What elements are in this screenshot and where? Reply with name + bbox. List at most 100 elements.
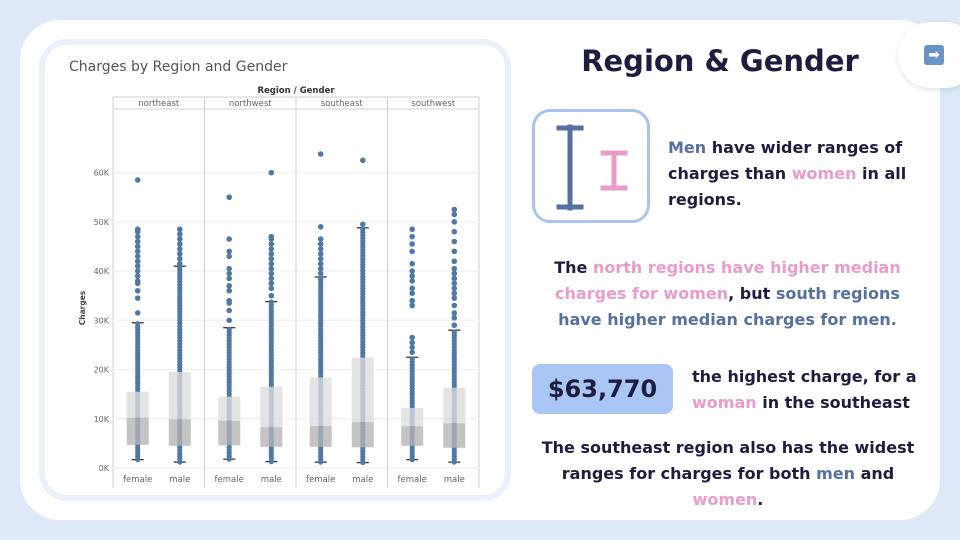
outlier-point xyxy=(226,265,233,272)
outlier-point xyxy=(176,260,183,267)
outlier-point xyxy=(134,295,141,301)
outlier-point xyxy=(176,241,183,247)
outlier-point xyxy=(451,315,458,321)
outlier-point xyxy=(451,302,458,309)
outlier-point xyxy=(226,236,233,242)
outlier-point xyxy=(409,233,416,240)
outlier-point xyxy=(409,302,416,309)
outlier-point xyxy=(134,258,141,265)
outlier-point xyxy=(176,251,183,257)
outlier-point xyxy=(268,251,275,257)
outlier-point xyxy=(317,246,324,252)
outlier-point xyxy=(176,246,183,252)
outlier-point xyxy=(409,273,416,279)
data-point xyxy=(226,326,232,332)
data-point xyxy=(360,226,366,232)
box-lower-half xyxy=(309,426,332,447)
outlier-point xyxy=(451,211,458,218)
outlier-point xyxy=(226,194,233,201)
box-upper-half xyxy=(126,391,149,418)
outlier-point xyxy=(268,260,275,267)
outlier-point xyxy=(134,287,141,294)
text-cursor-icon xyxy=(556,124,628,211)
text-cursor-icon-box xyxy=(532,109,650,223)
outlier-point xyxy=(176,255,183,262)
next-slide-button[interactable]: ➡ xyxy=(898,22,960,88)
box-upper-half xyxy=(260,386,283,428)
outlier-point xyxy=(134,233,141,240)
box-lower-half xyxy=(260,427,283,447)
x-tick-label: male xyxy=(352,475,373,485)
outlier-point xyxy=(317,255,324,262)
outlier-point xyxy=(409,349,416,356)
outlier-point xyxy=(409,297,416,304)
outlier-point xyxy=(409,290,416,297)
box-upper-half xyxy=(168,372,191,420)
right-arrow-icon: ➡ xyxy=(924,45,944,65)
outlier-point xyxy=(268,241,275,247)
outlier-point xyxy=(317,265,324,272)
chart-title: Charges by Region and Gender xyxy=(69,59,288,75)
data-point xyxy=(318,276,324,282)
outlier-point xyxy=(226,283,233,289)
outlier-point xyxy=(409,226,416,233)
outlier-point xyxy=(451,248,458,255)
outlier-point xyxy=(317,270,324,277)
box-lower-half xyxy=(351,422,374,448)
outlier-point xyxy=(451,322,458,329)
chart-header: Region / Gender xyxy=(257,86,335,96)
outlier-point xyxy=(409,334,416,341)
y-tick-label: 40K xyxy=(94,267,110,276)
outlier-point xyxy=(409,285,416,292)
outlier-point xyxy=(451,290,458,297)
outlier-point xyxy=(451,280,458,287)
highest-charge-stat: $63,770 xyxy=(532,364,673,414)
outlier-point xyxy=(451,265,458,272)
y-axis-label: Charges xyxy=(78,290,87,325)
outlier-point xyxy=(359,157,366,164)
box-lower-half xyxy=(218,420,241,446)
outlier-point xyxy=(451,258,458,265)
outlier-point xyxy=(451,206,458,213)
y-tick-label: 20K xyxy=(94,366,110,375)
insight-southeast-widest: The southeast region also has the widest… xyxy=(541,438,915,509)
outlier-point xyxy=(134,253,141,260)
x-tick-label: female xyxy=(398,475,427,485)
outlier-point xyxy=(226,317,233,324)
outlier-point xyxy=(451,285,458,292)
y-tick-label: 30K xyxy=(94,316,110,325)
outlier-point xyxy=(268,233,275,240)
outlier-point xyxy=(268,292,275,299)
outlier-point xyxy=(226,270,233,277)
outlier-point xyxy=(451,228,458,235)
outlier-point xyxy=(226,307,233,314)
outlier-point xyxy=(451,275,458,282)
region-label-northeast: northeast xyxy=(138,99,180,109)
outlier-point xyxy=(451,238,458,245)
box-upper-half xyxy=(401,407,424,427)
y-tick-label: 10K xyxy=(94,415,110,424)
x-tick-label: male xyxy=(261,475,282,485)
outlier-point xyxy=(226,248,233,255)
highest-charge-caption: the highest charge, for a woman in the s… xyxy=(692,367,917,412)
insight-men-wider-ranges: Men have wider ranges of charges than wo… xyxy=(668,138,907,209)
outlier-point xyxy=(359,221,366,228)
outlier-point xyxy=(134,273,141,279)
outlier-point xyxy=(317,236,324,242)
outlier-point xyxy=(268,275,275,282)
y-tick-label: 60K xyxy=(94,169,110,178)
box-plot-chart: Charges by Region and Gender Region / Gen… xyxy=(69,59,480,488)
outlier-point xyxy=(134,243,141,250)
data-point xyxy=(409,356,415,362)
insight-median-regions: The north regions have higher median cha… xyxy=(554,258,901,329)
data-point xyxy=(135,321,141,327)
slide-title: Region & Gender xyxy=(581,44,859,78)
region-label-northwest: northwest xyxy=(229,99,272,109)
outlier-point xyxy=(317,260,324,267)
x-tick-label: female xyxy=(306,475,335,485)
chart-card: Charges by Region and Gender Region / Gen… xyxy=(45,45,505,495)
outlier-point xyxy=(409,268,416,274)
outlier-point xyxy=(134,268,141,274)
box-lower-half xyxy=(126,417,149,445)
outlier-point xyxy=(409,278,416,284)
